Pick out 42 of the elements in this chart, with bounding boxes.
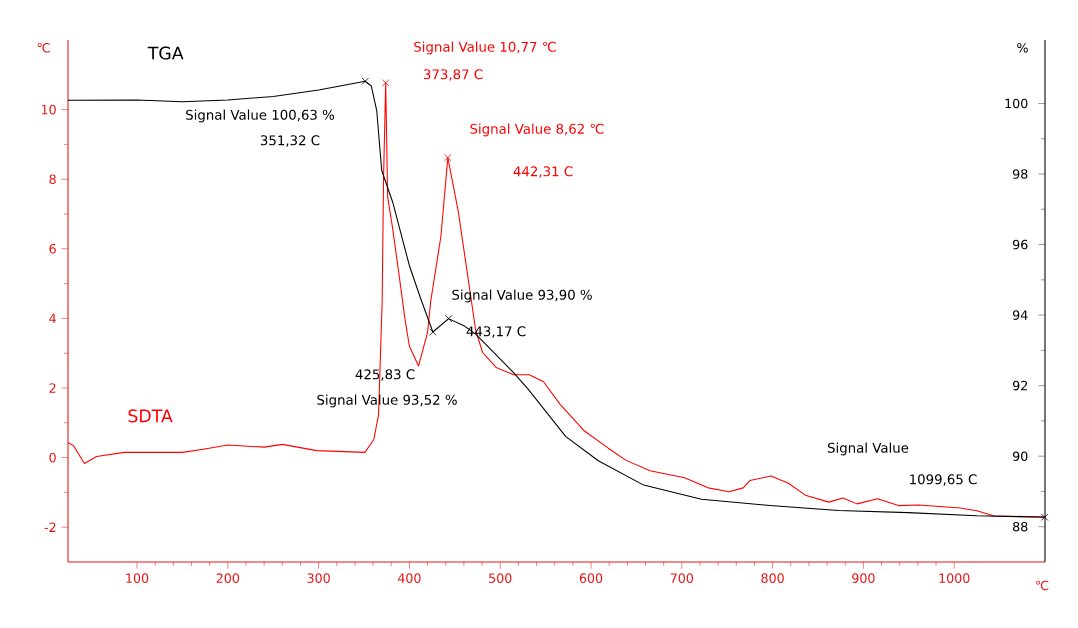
y-tick-label: 6 [49,243,56,254]
x-tick-label: 600 [579,573,603,583]
annotation: Signal Value 100,63 % [186,109,335,123]
point [1040,513,1049,521]
point [429,328,437,336]
point [361,77,369,85]
y-axis-title: ℃ [37,43,50,53]
y2-tick-label: 98 [1012,169,1028,179]
x-tick-label: 200 [216,573,240,583]
y2-tick-label: 88 [1013,521,1028,532]
x-tick-label: 700 [670,573,694,583]
annotation: 373,87 C [423,69,483,81]
y-tick-label: 8 [49,174,56,184]
x-tick-label: 800 [761,573,784,583]
y-tick-label: 4 [49,313,56,324]
x-tick-label: 500 [489,573,512,583]
annotation: Signal Value 10,77 ℃ [414,41,556,55]
y2-tick-label: 94 [1012,310,1028,320]
y2-tick-label: 92 [1012,380,1028,391]
x-tick-label: 100 [126,573,149,583]
y2-tick-label: 96 [1012,239,1028,250]
y-tick-label: 0 [49,452,56,463]
y-tick-label: 10 [41,104,56,115]
annotation: 1099,65 C [910,474,977,486]
y-tick-label: -2 [44,522,56,532]
x-tick-label: 1000 [939,573,970,583]
annotation: Signal Value 8,62 ℃ [470,123,604,137]
y2-axis-title: % [1017,43,1028,53]
annotation: Signal Value [827,442,909,456]
text: TGA [147,46,184,60]
x-tick-label: 300 [307,573,330,583]
annotation: 351,32 C [260,135,320,147]
point [444,314,453,323]
annotation: Signal Value 93,52 % [317,394,457,408]
y2-tick-label: 100 [1005,98,1028,109]
x-tick-label: 400 [397,573,421,583]
annotation: 442,31 C [513,166,573,178]
series-label: SDTA [128,409,173,423]
x-tick-label: 900 [852,573,875,583]
x-axis-title: ℃ [1036,580,1049,591]
y-tick-label: 2 [49,383,56,393]
y2-tick-label: 90 [1012,451,1028,461]
